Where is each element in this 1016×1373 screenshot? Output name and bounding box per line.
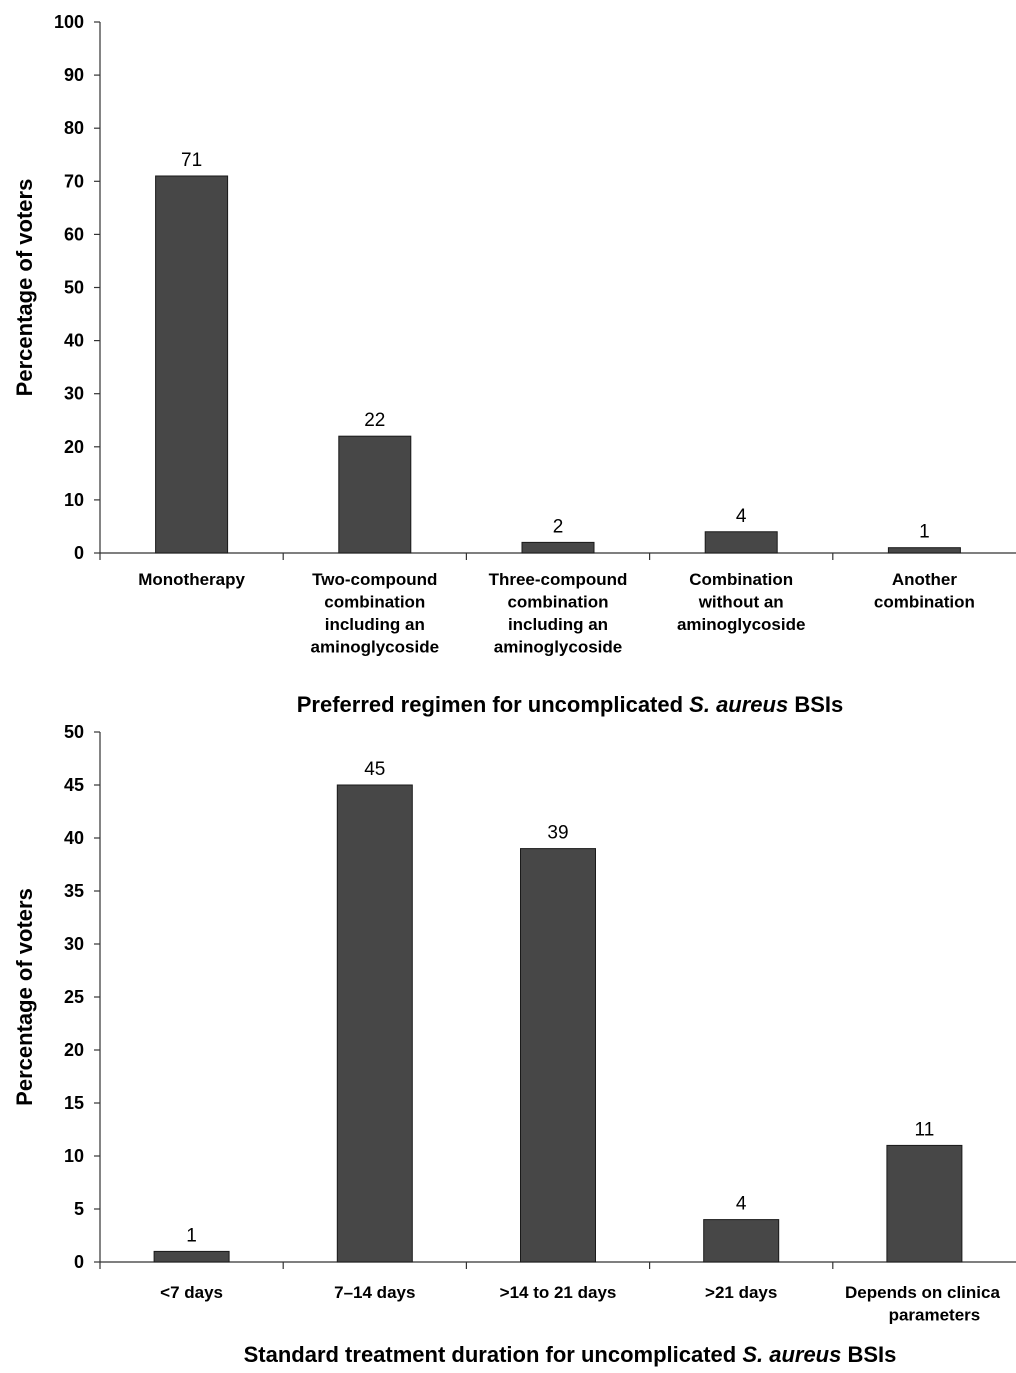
x-axis-title: Standard treatment duration for uncompli… [244,1342,897,1367]
y-tick-label: 15 [64,1093,84,1113]
bar [338,435,412,554]
y-axis-title: Percentage of voters [12,179,37,397]
bar-value-label: 45 [364,759,385,780]
category-label: Depends on clinica parameters [845,1283,1000,1325]
bar-value-label: 71 [181,150,202,171]
bar [886,1144,963,1263]
bar [521,541,595,554]
y-tick-label: 5 [74,1199,84,1219]
y-tick-label: 0 [74,1252,84,1272]
y-tick-label: 30 [64,384,84,404]
bar [520,848,596,1263]
category-label: >14 to 21 days [500,1283,617,1302]
y-tick-label: 20 [64,1040,84,1060]
category-label: Three-compound combination including an ami… [489,570,628,657]
y-tick-label: 20 [64,437,84,457]
y-tick-label: 45 [64,775,84,795]
y-tick-label: 40 [64,828,84,848]
category-label: Another combination [874,570,975,612]
bar-value-label: 4 [736,1194,747,1215]
y-tick-label: 0 [74,543,84,563]
category-label: <7 days [160,1283,223,1302]
bar [887,547,961,554]
category-label: Combination without an aminoglycoside [677,570,805,634]
category-label: 7–14 days [334,1283,415,1302]
category-label: Two-compound combination including an amino… [311,570,439,657]
bar [703,1219,780,1263]
bar-value-label: 2 [553,516,564,537]
y-tick-label: 60 [64,224,84,244]
category-label: Monotherapy [138,570,245,589]
y-tick-label: 50 [64,722,84,742]
y-axis-title: Percentage of voters [12,888,37,1106]
bar-value-label: 22 [364,410,385,431]
bar-value-label: 11 [915,1119,935,1140]
bar [704,531,778,554]
bar-value-label: 4 [736,506,747,527]
y-tick-label: 90 [64,65,84,85]
category-label: >21 days [705,1283,777,1302]
y-tick-label: 40 [64,331,84,351]
y-tick-label: 35 [64,881,84,901]
y-tick-label: 10 [64,490,84,510]
y-tick-label: 50 [64,278,84,298]
y-tick-label: 70 [64,171,84,191]
x-axis-title: Preferred regimen for uncomplicated S. a… [297,692,844,717]
bar-value-label: 1 [186,1225,197,1246]
y-tick-label: 100 [54,12,84,32]
bar-value-label: 1 [919,522,930,543]
chart-2: 0 5 10 15 20 25 30 35 40 45 50 1 <7 days 45 7–14 days 3… [12,722,1016,1367]
y-tick-label: 25 [64,987,84,1007]
y-tick-label: 30 [64,934,84,954]
bar [153,1250,230,1263]
bar-value-label: 39 [547,823,568,844]
bar [336,784,413,1263]
chart-1: 0 10 20 30 40 50 60 70 80 90 100 71 Monotherapy 22 Two… [12,12,1016,717]
bar [155,175,229,554]
y-tick-label: 10 [64,1146,84,1166]
y-tick-label: 80 [64,118,84,138]
